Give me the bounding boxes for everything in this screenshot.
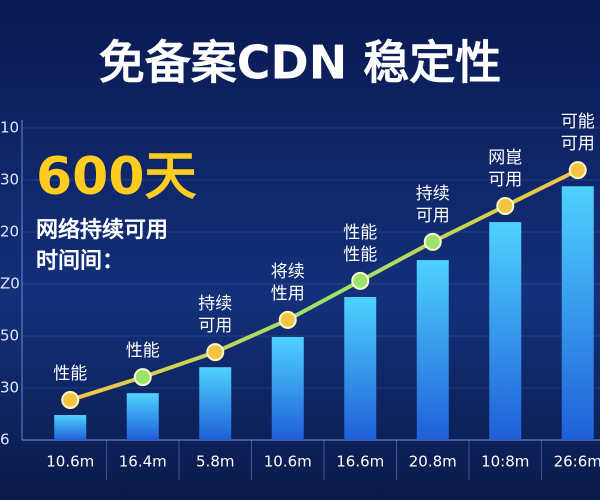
point-label: 将续 xyxy=(271,262,305,282)
bar xyxy=(126,393,159,440)
point-label: 可用 xyxy=(198,316,232,336)
line xyxy=(69,168,579,402)
point-label: 可用 xyxy=(488,170,522,190)
y-tick-label: 10 xyxy=(0,119,19,137)
bar xyxy=(54,415,87,440)
callout-line: 网络持续可用 xyxy=(36,217,168,243)
y-tick-label: 6 xyxy=(0,431,10,449)
y-tick-label: 20 xyxy=(0,223,19,241)
point-label: 可用 xyxy=(561,134,595,154)
line-point xyxy=(568,161,587,180)
bar xyxy=(416,260,449,440)
x-tick-label: 20.8m xyxy=(409,453,457,471)
x-tick-label: 16.4m xyxy=(119,453,167,471)
bar xyxy=(271,337,304,440)
y-tick-label: 30 xyxy=(0,171,19,189)
y-tick-label: 50 xyxy=(0,327,19,345)
y-tick-label: 30 xyxy=(0,379,19,397)
callout-line: 时间间： xyxy=(36,249,124,274)
callout-headline: 600天 xyxy=(36,147,197,207)
bar xyxy=(561,186,594,440)
point-label: 可用 xyxy=(416,206,450,226)
point-label: 持续 xyxy=(416,184,450,204)
line-point xyxy=(496,197,515,215)
point-label: 性能 xyxy=(53,364,87,384)
x-tick-label: 16.6m xyxy=(336,453,384,471)
line-point xyxy=(351,271,370,290)
x-tick-label: 26:6m xyxy=(554,453,600,471)
x-tick-label: 10.6m xyxy=(264,453,312,471)
point-label: 性用 xyxy=(271,284,305,304)
y-tick-label: Z0 xyxy=(0,275,20,293)
line-point xyxy=(133,368,152,387)
x-tick-label: 5.8m xyxy=(196,453,234,471)
x-tick-label: 10.6m xyxy=(46,453,94,471)
line-point xyxy=(61,390,80,409)
point-label: 网崑 xyxy=(488,148,522,168)
bar xyxy=(489,222,522,440)
point-label: 持续 xyxy=(198,294,232,314)
x-tick-label: 10:8m xyxy=(481,453,529,471)
bar xyxy=(344,297,377,440)
bar xyxy=(199,367,232,440)
line-point xyxy=(278,310,297,329)
point-label: 可能 xyxy=(561,112,595,132)
line-point xyxy=(423,232,442,251)
point-label: 性能 xyxy=(343,245,377,265)
chart-title: 免备案CDN 稳定性 xyxy=(99,36,501,90)
point-label: 性能 xyxy=(126,341,160,361)
line-point xyxy=(206,343,225,362)
point-label: 性能 xyxy=(343,223,377,243)
